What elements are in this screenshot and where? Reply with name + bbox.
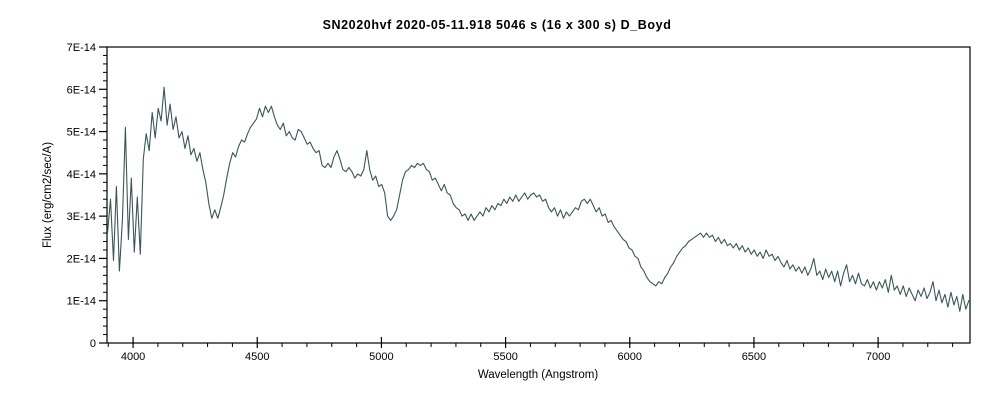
y-tick-label: 3E-14	[67, 211, 96, 223]
plot-area: 4000 4500 5000 5500 6000 6500 7000 0 1E-14 2E-14 3…	[67, 42, 971, 363]
x-tick-label: 5000	[369, 351, 393, 363]
y-tick-label: 0	[90, 338, 96, 350]
y-tick-label: 1E-14	[67, 296, 96, 308]
y-tick-label: 6E-14	[67, 84, 96, 96]
x-axis-title: Wavelength (Angstrom)	[478, 369, 599, 381]
x-tick-label: 4000	[121, 351, 145, 363]
x-tick-label: 6500	[742, 351, 766, 363]
y-axis-title: Flux (erg/cm2/sec/A)	[42, 142, 54, 248]
y-tick-label: 2E-14	[67, 253, 96, 265]
y-tick-label: 4E-14	[67, 169, 96, 181]
spectrum-line	[106, 86, 970, 312]
x-tick-label: 6000	[618, 351, 642, 363]
y-tick-label: 5E-14	[67, 127, 96, 139]
plot-frame	[106, 46, 971, 344]
x-tick-label: 7000	[866, 351, 890, 363]
chart-title: SN2020hvf 2020-05-11.918 5046 s (16 x 30…	[323, 18, 672, 32]
x-tick-label: 4500	[245, 351, 269, 363]
x-tick-label: 5500	[493, 351, 517, 363]
y-tick-label: 7E-14	[67, 42, 96, 54]
